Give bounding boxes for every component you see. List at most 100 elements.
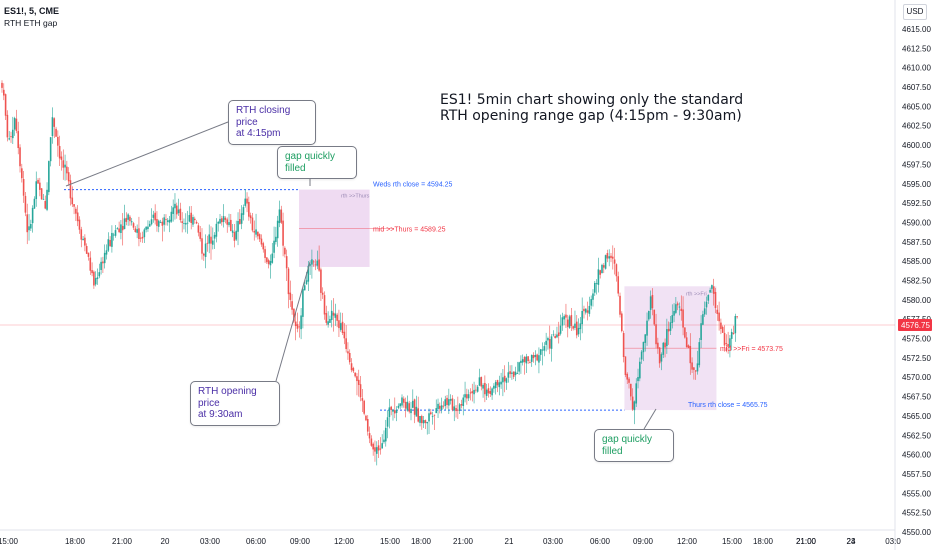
candle-body [287,268,290,295]
y-tick-label: 4590.00 [902,218,931,227]
candle-body [642,341,645,353]
candle-body [736,316,738,318]
candle-body [493,385,495,389]
candle-body [116,228,119,230]
thurs-close-label: Thurs rth close = 4565.75 [688,402,768,409]
candle-body [698,342,701,366]
candle-body [557,332,560,336]
candle-body [145,226,147,230]
candle-body [204,243,207,257]
candle-body [357,379,360,385]
candle-body [610,255,612,259]
x-tick-label: 21:00 [796,537,817,546]
callout-gap-filled-1[interactable]: gap quickly filled [277,146,357,179]
candle-body [341,321,344,334]
candle-body [94,278,97,285]
candle-body [451,398,454,410]
x-tick-label: 21 [505,537,514,546]
candle-body [111,232,113,247]
candle-body [46,189,48,210]
candle-body [15,118,18,131]
callout-gap-filled-2[interactable]: gap quickly filled [594,429,674,462]
candle-body [561,317,564,326]
candle-body [660,354,663,362]
candle-body [345,338,347,350]
candle-body [197,225,200,233]
candle-body [518,362,520,372]
candle-body [646,320,648,336]
candle-body [130,221,133,223]
candle-body [682,309,684,328]
candle-body [17,131,20,149]
candle-body [613,259,616,264]
indicator-name[interactable]: RTH ETH gap [4,18,58,28]
x-tick-label: 21:00 [112,537,133,546]
candle-body [712,286,715,294]
candle-body [480,376,483,387]
candle-body [388,407,391,418]
candle-body [161,221,164,226]
candle-body [217,221,220,224]
candle-body [356,376,358,382]
candle-body [648,310,650,320]
candle-body [314,264,317,266]
candle-body [678,306,681,308]
candle-body [725,343,728,344]
candle-body [442,405,445,407]
candle-body [655,324,657,345]
candle-body [37,179,39,184]
candle-body [457,409,459,411]
candle-body [103,252,106,264]
candle-body [586,310,589,313]
candle-body [318,259,320,271]
candle-body [136,229,138,233]
candle-body [462,397,465,407]
candle-body [199,232,201,239]
candle-body [8,138,11,140]
x-tick-label: 18:00 [65,537,86,546]
candle-body [114,230,117,236]
candle-body [148,223,151,227]
x-tick-label: 18:00 [753,537,774,546]
candle-body [532,354,535,359]
callout-rth-open[interactable]: RTH opening price at 9:30am [190,381,280,426]
candle-body [503,375,506,382]
candle-body [464,394,466,398]
candle-body [269,261,272,266]
candle-body [60,156,63,160]
candle-body [210,236,212,244]
y-tick-label: 4597.50 [902,160,931,169]
candle-body [568,316,571,328]
candle-body [631,396,634,410]
candle-body [138,228,140,240]
candle-body [42,198,45,200]
candle-body [280,209,283,223]
x-tick-label: 15:00 [380,537,401,546]
candle-body [4,94,7,116]
candle-body [121,225,124,231]
candle-body [700,323,702,340]
candle-body [520,360,522,363]
candle-body [291,301,293,310]
y-tick-label: 4607.50 [902,83,931,92]
x-tick-label: 03:0 [885,537,901,546]
y-tick-label: 4565.00 [902,412,931,421]
candle-body [541,349,544,351]
candle-body [172,207,174,214]
callout-rth-close[interactable]: RTH closing price at 4:15pm [228,100,316,145]
candle-body [514,371,517,376]
candle-body [361,398,364,401]
candle-body [248,201,250,217]
candle-body [179,208,182,221]
currency-button[interactable]: USD [903,4,927,20]
candle-body [437,403,439,409]
candle-body [312,261,315,263]
candle-body [22,179,25,196]
candle-body [460,404,463,406]
candle-body [141,236,144,239]
candle-body [230,219,232,231]
candle-body [469,392,472,394]
candle-body [96,277,99,279]
candle-body [621,313,623,332]
